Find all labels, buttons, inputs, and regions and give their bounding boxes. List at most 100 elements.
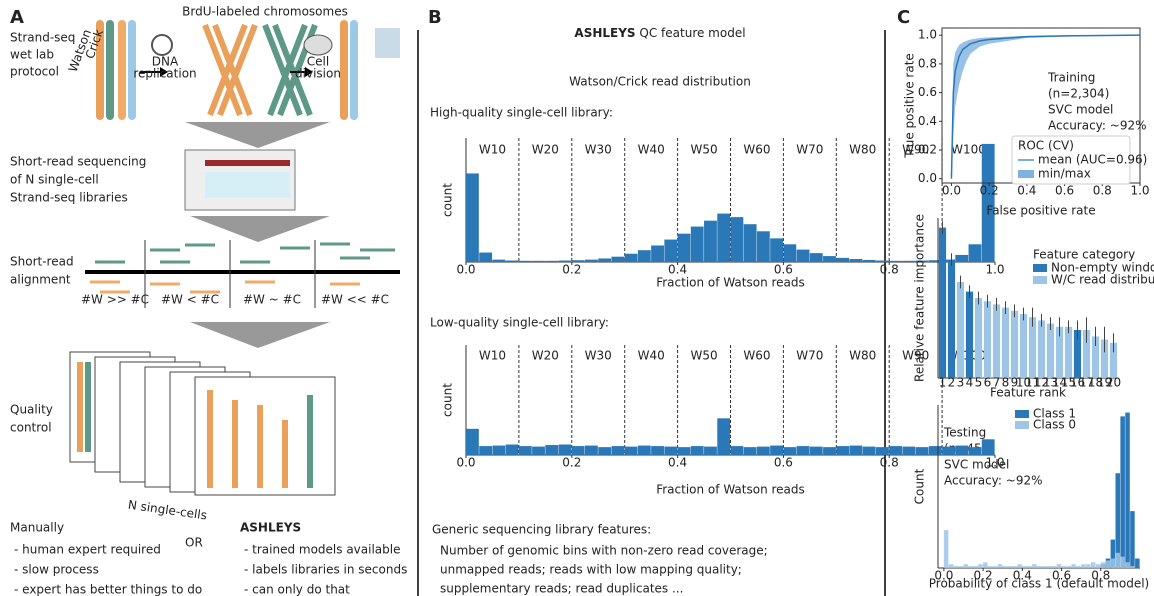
bar — [598, 447, 612, 455]
y-tick-label: 0.2 — [918, 142, 937, 156]
bar — [571, 446, 585, 455]
caption: N single-cells — [127, 498, 208, 523]
bar — [902, 446, 916, 455]
bar — [1064, 326, 1073, 378]
bar — [717, 213, 731, 262]
bar — [1076, 566, 1081, 568]
bar — [1081, 564, 1086, 568]
bar — [783, 447, 797, 455]
bar — [1002, 566, 1008, 568]
x-tick-label: 0.0 — [934, 569, 953, 583]
x-tick-label: 0.2 — [562, 456, 581, 470]
annotation: Accuracy: ~92% — [944, 474, 1043, 488]
bar — [1071, 564, 1076, 568]
bar — [479, 252, 493, 262]
x-tick-label: 18 — [1088, 376, 1103, 390]
x-tick-label: 12 — [1034, 376, 1049, 390]
bar — [611, 446, 625, 455]
bar — [1100, 562, 1106, 568]
bar — [968, 566, 973, 568]
y-axis-label: count — [441, 383, 455, 417]
subheading: Low-quality single-cell library: — [430, 316, 609, 330]
window-label: W100 — [951, 143, 986, 157]
bar — [770, 445, 783, 455]
bar — [968, 447, 982, 455]
bar — [466, 428, 479, 455]
subheading: High-quality single-cell library: — [430, 106, 613, 120]
bar — [875, 260, 889, 262]
bar — [956, 282, 965, 378]
y-tick-label: 0.8 — [918, 56, 937, 70]
bar — [1055, 326, 1064, 378]
bar — [983, 562, 988, 568]
x-tick-label: 0.8 — [880, 456, 899, 470]
window-label: W30 — [585, 349, 612, 363]
arrow-label: division — [295, 67, 341, 81]
x-tick-label: 3 — [957, 376, 965, 390]
bar — [585, 259, 598, 262]
x-tick-label: 16 — [1070, 376, 1085, 390]
annotation: SVC model — [944, 458, 1009, 472]
x-tick-label: 0.4 — [1013, 569, 1032, 583]
bar — [978, 564, 983, 568]
bar — [992, 304, 1001, 378]
bar — [704, 220, 717, 262]
heading: OR — [185, 536, 203, 550]
annotation: SVC model — [1048, 103, 1113, 117]
x-tick-label: 0.4 — [668, 456, 687, 470]
bar — [938, 227, 947, 378]
x-tick-label: 1.0 — [985, 263, 1004, 277]
y-tick-label: 1.0 — [918, 28, 937, 42]
x-tick-label: 19 — [1097, 376, 1112, 390]
caption: BrdU-labeled chromosomes — [182, 5, 348, 19]
bar — [545, 260, 559, 262]
bar — [743, 224, 757, 262]
x-tick-label: 2 — [948, 376, 956, 390]
bar — [809, 253, 823, 262]
bar — [862, 259, 876, 262]
bar — [928, 260, 942, 262]
legend-label: Non-empty windows — [1051, 261, 1154, 275]
bar — [1090, 562, 1096, 568]
window-label: W50 — [690, 349, 717, 363]
annotation: Testing — [943, 426, 986, 440]
bar — [717, 418, 731, 455]
bar — [690, 446, 704, 455]
bar — [1125, 412, 1130, 568]
x-tick-label: 0.0 — [456, 263, 475, 277]
x-tick-label: 0.4 — [668, 263, 687, 277]
bar — [664, 239, 678, 262]
bar — [1073, 330, 1082, 378]
x-tick-label: 0.0 — [942, 184, 961, 198]
chromosome-art — [69, 20, 400, 496]
x-tick-label: 1.0 — [985, 456, 1004, 470]
bar — [479, 446, 493, 455]
bar — [1066, 566, 1071, 568]
x-tick-label: 0.8 — [1091, 569, 1110, 583]
bar — [637, 445, 651, 455]
bar — [1095, 564, 1101, 568]
bar — [651, 446, 664, 455]
bar — [823, 256, 836, 262]
bullet: - human expert required — [14, 543, 161, 557]
bar — [983, 301, 992, 378]
y-axis-label: Count — [913, 468, 927, 504]
step-label: of N single-cell — [10, 173, 99, 187]
bar — [651, 245, 664, 262]
y-axis-label: Relative feature importance — [913, 214, 927, 382]
bar — [968, 244, 982, 262]
bar — [875, 447, 889, 455]
legend-label: mean (AUC=0.96) — [1038, 153, 1147, 167]
bar — [1019, 314, 1028, 378]
title-part: QC feature model — [639, 26, 745, 40]
bar — [598, 258, 612, 262]
x-tick-label: 11 — [1025, 376, 1040, 390]
bullet: - labels libraries in seconds — [244, 563, 407, 577]
legend-box — [1011, 135, 1131, 185]
feature-text: supplementary reads; read duplicates ... — [440, 582, 683, 596]
bar — [889, 260, 903, 262]
bar — [796, 446, 810, 455]
bar — [505, 260, 519, 262]
x-tick-label: 1 — [939, 376, 947, 390]
